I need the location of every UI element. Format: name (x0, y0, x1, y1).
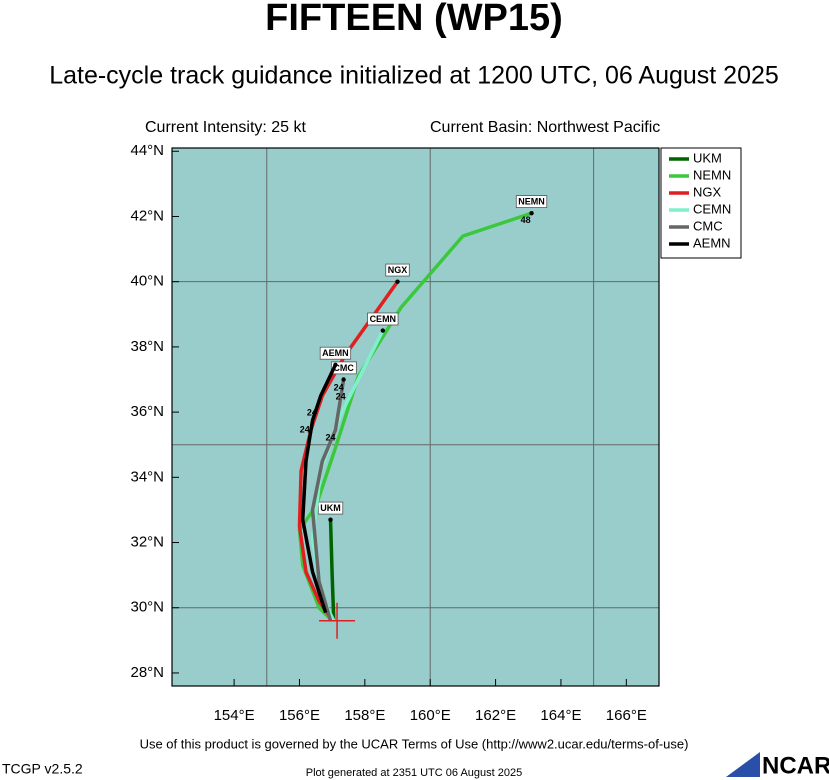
x-tick-label: 154°E (214, 707, 255, 724)
logo-mark (726, 752, 760, 777)
track-label: CMC (333, 363, 354, 373)
track-label: UKM (320, 503, 341, 513)
track-label-box (319, 346, 352, 360)
y-tick-label: 30°N (130, 599, 164, 616)
x-tick-label: 164°E (540, 707, 581, 724)
version: TCGP v2.5.2 (2, 761, 83, 777)
track-label-box (515, 195, 548, 208)
legend-label: UKM (693, 150, 722, 165)
track-line (310, 379, 346, 622)
y-tick-label: 38°N (130, 338, 164, 355)
hour-label: 48 (521, 215, 531, 225)
x-tick-label: 156°E (279, 707, 320, 724)
legend-label: CEMN (693, 201, 731, 216)
track-label: CEMN (370, 314, 397, 324)
chart-subtitle: Late-cycle track guidance initialized at… (49, 62, 779, 90)
x-tick-label: 158°E (344, 707, 385, 724)
hour-label: 24 (334, 382, 344, 392)
legend-label: NGX (693, 184, 722, 199)
track-end (380, 328, 386, 333)
plot-area (172, 148, 659, 686)
y-tick-label: 40°N (130, 273, 164, 290)
footer: Use of this product is governed by the U… (140, 736, 689, 751)
x-tick-label: 160°E (410, 707, 451, 724)
x-tick-label: 162°E (475, 707, 516, 724)
chart-title: FIFTEEN (WP15) (265, 0, 563, 39)
track-label-box (385, 263, 410, 277)
track-line (300, 364, 338, 614)
current-position (319, 602, 356, 639)
y-tick-label: 42°N (130, 207, 164, 224)
x-tick-label: 166°E (606, 707, 647, 724)
track-end (333, 362, 338, 368)
track-end (529, 211, 534, 216)
track-label: AEMN (322, 348, 349, 358)
legend-label: CMC (693, 218, 723, 233)
logo: NCAR (762, 752, 829, 779)
hour-label: 24 (300, 424, 310, 434)
y-tick-label: 28°N (130, 664, 164, 681)
y-tick-label: 36°N (130, 403, 164, 420)
track-end (395, 279, 400, 284)
track-end (328, 517, 333, 522)
legend-label: NEMN (693, 167, 731, 182)
hour-label: 24 (326, 433, 336, 443)
hour-label: 24 (336, 391, 346, 401)
y-tick-label: 32°N (130, 534, 164, 551)
plot-frame (171, 147, 660, 687)
y-tick-label: 34°N (130, 468, 164, 485)
hour-label: 24 (307, 407, 317, 417)
track-label: NGX (388, 265, 408, 275)
legend-label: AEMN (693, 235, 731, 250)
intensity: Current Intensity: 25 kt (145, 119, 307, 136)
track-label: NEMN (518, 197, 545, 207)
generated: Plot generated at 2351 UTC 06 August 202… (306, 767, 523, 779)
track-label-box (317, 501, 344, 515)
track-label-box (367, 312, 399, 326)
track-end (341, 377, 346, 382)
y-tick-label: 44°N (130, 142, 164, 159)
legend-box (660, 147, 742, 259)
track-line (328, 519, 336, 621)
basin: Current Basin: Northwest Pacific (430, 119, 660, 136)
